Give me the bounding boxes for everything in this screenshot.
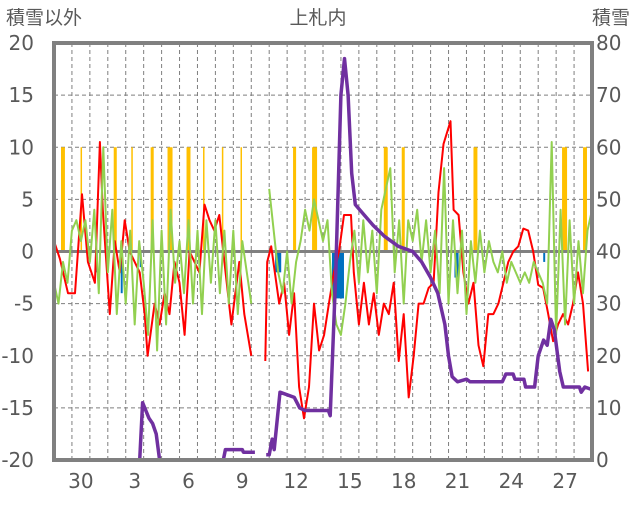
x-tick-label: 27: [552, 469, 577, 493]
right-tick-label: 30: [596, 292, 621, 316]
right-tick-label: 50: [596, 187, 621, 211]
snow-depth-line: [54, 56, 593, 462]
yellow-bar: [383, 147, 388, 252]
yellow-bar: [167, 147, 173, 252]
yellow-bar: [562, 147, 568, 252]
right-tick-label: 70: [596, 83, 621, 107]
right-tick-label: 60: [596, 135, 621, 159]
tick-labels: -20 -15 -10 -5 0 5 10 15 20 0 10 20 30 40 50 60 70 80 30 3 6…: [1, 31, 621, 493]
left-tick-label: 5: [21, 187, 34, 211]
yellow-bar: [131, 147, 133, 252]
yellow-bar: [293, 147, 297, 252]
right-tick-label: 20: [596, 344, 621, 368]
x-tick-label: 24: [499, 469, 524, 493]
plot-frame: [52, 41, 594, 462]
gridlines: [54, 43, 592, 460]
yellow-bar: [203, 147, 205, 252]
chart-title: 上札内: [289, 7, 346, 29]
left-tick-label: 20: [9, 31, 34, 55]
right-axis-title: 積雪: [592, 7, 630, 29]
bar-series: [54, 147, 592, 299]
yellow-bar: [221, 147, 224, 252]
right-tick-label: 10: [596, 396, 621, 420]
left-tick-label: -20: [1, 448, 34, 472]
blue-bar: [120, 251, 123, 294]
blue-bar: [275, 251, 282, 273]
yellow-bar: [113, 147, 117, 252]
x-tick-label: 9: [236, 469, 249, 493]
right-tick-label: 80: [596, 31, 621, 55]
right-tick-label: 0: [596, 448, 609, 472]
yellow-bar: [240, 147, 243, 252]
left-tick-label: -15: [1, 396, 34, 420]
left-axis-title: 積雪以外: [6, 7, 82, 29]
x-tick-label: 6: [182, 469, 195, 493]
x-tick-label: 30: [68, 469, 93, 493]
line-series: [53, 56, 593, 462]
yellow-bar: [583, 147, 587, 252]
x-tick-label: 3: [128, 469, 141, 493]
green-series-line: [53, 141, 593, 352]
left-tick-label: 0: [21, 240, 34, 264]
yellow-bar: [150, 147, 154, 252]
yellow-bar: [60, 147, 65, 252]
x-tick-label: 21: [445, 469, 470, 493]
right-tick-label: 40: [596, 240, 621, 264]
left-tick-label: 10: [9, 135, 34, 159]
left-tick-label: 15: [9, 83, 34, 107]
blue-bar: [543, 251, 546, 262]
left-tick-label: -5: [14, 292, 34, 316]
yellow-bar: [401, 147, 405, 252]
x-tick-label: 18: [391, 469, 416, 493]
left-tick-label: -10: [1, 344, 34, 368]
yellow-bar: [186, 147, 191, 252]
x-tick-label: 12: [283, 469, 308, 493]
x-tick-label: 15: [337, 469, 362, 493]
yellow-bar: [473, 147, 478, 252]
